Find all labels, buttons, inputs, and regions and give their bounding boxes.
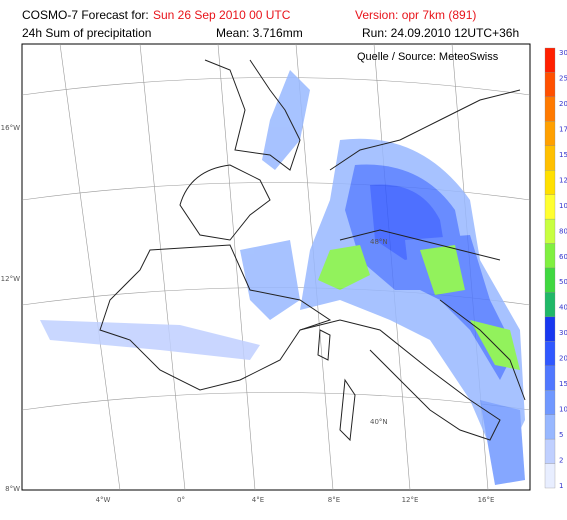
legend-label: 2 xyxy=(559,457,563,465)
latitude-label: 40°N xyxy=(370,418,388,426)
legend-label: 80 xyxy=(559,227,567,235)
legend-label: 20 xyxy=(559,355,567,363)
legend-label: 15 xyxy=(559,380,567,388)
legend-label: 30 xyxy=(559,329,567,337)
legend-swatch xyxy=(544,170,556,195)
legend-label: 100 xyxy=(559,202,567,210)
legend-label: 250 xyxy=(559,74,567,82)
longitude-label: 12°E xyxy=(402,496,419,504)
legend-swatch xyxy=(544,47,556,73)
legend-swatch xyxy=(544,243,556,269)
latitude-label: 8°W xyxy=(5,485,20,493)
legend-label: 200 xyxy=(559,100,567,108)
version: Version: opr 7km (891) xyxy=(355,8,477,22)
legend-swatch xyxy=(544,390,556,415)
latitude-label: 48°N xyxy=(370,238,388,246)
mean-value: Mean: 3.716mm xyxy=(216,26,303,40)
legend-label: 300 xyxy=(559,49,567,57)
longitude-label: 4°W xyxy=(96,496,111,504)
legend-label: 10 xyxy=(559,406,567,414)
legend-swatch xyxy=(544,218,556,244)
field-name: 24h Sum of precipitation xyxy=(22,26,152,40)
longitude-label: 4°E xyxy=(252,496,264,504)
legend-label: 40 xyxy=(559,304,567,312)
legend-swatch xyxy=(544,145,556,171)
legend-label: 120 xyxy=(559,176,567,184)
latitude-label: 12°W xyxy=(1,275,20,283)
source: Quelle / Source: MeteoSwiss xyxy=(357,51,499,63)
legend-label: 50 xyxy=(559,278,567,286)
legend-swatch xyxy=(544,292,556,318)
legend-swatch xyxy=(544,414,556,440)
legend-swatch xyxy=(544,96,556,122)
forecast-date: Sun 26 Sep 2010 00 UTC xyxy=(153,8,291,22)
legend-swatch xyxy=(544,72,556,98)
longitude-label: 0° xyxy=(177,496,185,504)
legend-swatch xyxy=(544,121,556,146)
product-title: COSMO-7 Forecast for: xyxy=(22,8,149,22)
legend-swatch xyxy=(544,267,556,293)
longitude-label: 16°E xyxy=(478,496,495,504)
precipitation xyxy=(40,70,525,485)
latitude-label: 16°W xyxy=(1,124,20,132)
legend-swatch xyxy=(544,341,556,366)
legend-label: 175 xyxy=(559,125,567,133)
coastlines xyxy=(99,59,526,442)
legend-swatch xyxy=(544,438,556,464)
legend-label: 1 xyxy=(559,482,563,490)
legend-label: 5 xyxy=(559,431,563,439)
legend-label: 150 xyxy=(559,151,567,159)
legend-swatch xyxy=(544,463,556,489)
legend-swatch xyxy=(544,316,556,342)
longitude-label: 8°E xyxy=(328,496,340,504)
legend-swatch xyxy=(544,365,556,391)
run-info: Run: 24.09.2010 12UTC+36h xyxy=(362,26,520,40)
legend-swatch xyxy=(544,194,556,220)
legend-label: 60 xyxy=(559,253,567,261)
